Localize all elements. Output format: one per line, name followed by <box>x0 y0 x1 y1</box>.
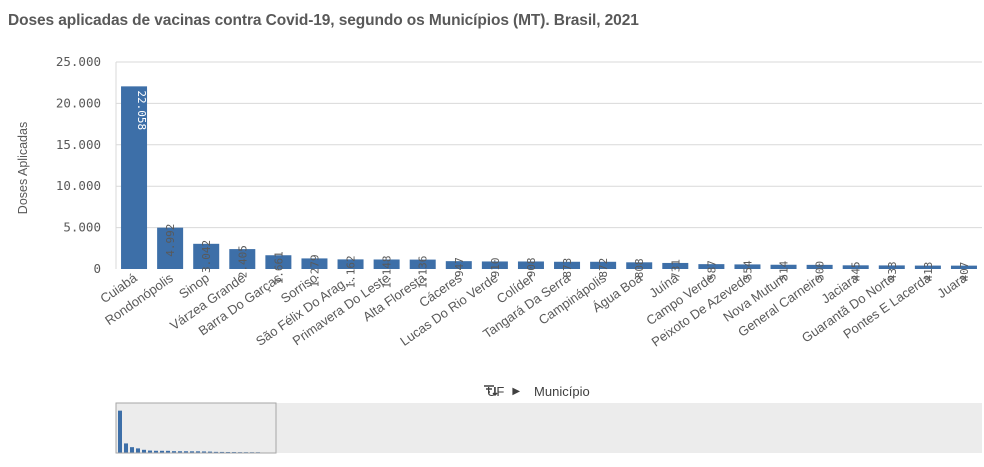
data-label: 731 <box>669 259 682 279</box>
navigator-bar <box>160 450 164 453</box>
drill-breadcrumb: UF ▶ Município <box>483 384 598 399</box>
bar[interactable] <box>914 265 941 269</box>
data-label: 908 <box>525 257 538 277</box>
navigator-bar <box>124 443 128 453</box>
data-label: 413 <box>922 262 935 282</box>
data-label: 1.136 <box>417 256 430 289</box>
bar[interactable] <box>590 261 617 269</box>
data-label: 1.148 <box>381 255 394 288</box>
navigator-bar <box>184 451 188 453</box>
data-label: 433 <box>886 261 899 281</box>
y-tick-label: 0 <box>93 261 101 276</box>
navigator-bar <box>202 451 206 453</box>
navigator-bar <box>166 450 170 453</box>
gridlines <box>115 61 982 269</box>
navigator-bar <box>118 410 122 453</box>
bar[interactable] <box>626 262 653 269</box>
navigator-bar <box>172 451 176 453</box>
bar[interactable] <box>806 264 833 269</box>
bar[interactable] <box>842 265 869 269</box>
bar[interactable] <box>373 259 400 269</box>
navigator-bar <box>220 451 224 453</box>
data-label: 910 <box>489 257 502 277</box>
data-label: 445 <box>850 261 863 281</box>
data-label: 873 <box>561 258 574 278</box>
navigator-bar <box>136 448 140 453</box>
drill-dimension-municipio[interactable]: Município <box>534 384 590 399</box>
data-label: 1.661 <box>272 251 285 284</box>
navigator-bar <box>130 447 134 453</box>
bar[interactable] <box>554 261 581 269</box>
y-tick-label: 25.000 <box>56 54 101 69</box>
play-arrow-icon: ▶ <box>512 386 521 397</box>
data-label: 1.162 <box>345 255 358 288</box>
bar[interactable] <box>229 249 256 269</box>
bar[interactable] <box>698 264 725 269</box>
y-axis-ticks: 0 5.000 10.000 15.000 20.000 25.000 <box>56 54 101 276</box>
bar[interactable] <box>481 261 508 269</box>
data-label: 947 <box>453 257 466 277</box>
chart-title: Doses aplicadas de vacinas contra Covid-… <box>8 12 639 29</box>
data-label: 808 <box>633 258 646 278</box>
bar[interactable] <box>734 264 761 269</box>
y-tick-label: 5.000 <box>63 220 101 235</box>
bar[interactable] <box>950 265 977 269</box>
y-axis-label: Doses Aplicadas <box>16 122 30 214</box>
navigator-bar <box>178 451 182 453</box>
data-label: 500 <box>814 261 827 281</box>
data-label: 4.992 <box>164 224 177 257</box>
navigator-bar <box>190 451 194 453</box>
bar[interactable] <box>121 86 148 269</box>
mini-chart-navigator[interactable] <box>115 402 982 454</box>
bar[interactable] <box>193 243 220 269</box>
y-tick-label: 10.000 <box>56 178 101 193</box>
data-label: 554 <box>741 260 754 280</box>
data-label: 587 <box>705 260 718 280</box>
navigator-bar <box>214 451 218 453</box>
data-label: 22.058 <box>135 90 148 130</box>
navigator-bar <box>208 451 212 453</box>
data-labels: 22.058 4.992 3.042 2.405 1.661 1.279 1.162 1.14… <box>135 90 971 288</box>
bar[interactable] <box>409 259 436 269</box>
data-label: 1.279 <box>308 254 321 287</box>
bar[interactable] <box>878 265 905 269</box>
bar[interactable] <box>301 258 328 269</box>
y-tick-label: 20.000 <box>56 95 101 110</box>
navigator-bar <box>196 451 200 453</box>
bar[interactable] <box>517 261 544 269</box>
bar[interactable] <box>445 261 472 269</box>
data-label: 872 <box>597 258 610 278</box>
bar-series <box>121 86 977 269</box>
bar[interactable] <box>662 262 689 269</box>
navigator-track[interactable] <box>116 403 982 453</box>
navigator-bar <box>154 450 158 453</box>
data-label: 514 <box>778 260 791 280</box>
data-label: 3.042 <box>200 240 213 273</box>
bar[interactable] <box>157 227 184 269</box>
bar[interactable] <box>770 264 797 269</box>
y-tick-label: 15.000 <box>56 137 101 152</box>
navigator-bar <box>142 449 146 453</box>
navigator-bar <box>148 450 152 453</box>
bar[interactable] <box>337 259 364 269</box>
data-label: 407 <box>958 262 971 282</box>
data-label: 2.405 <box>236 245 249 278</box>
bar[interactable] <box>265 255 292 269</box>
navigator-window[interactable] <box>115 402 277 454</box>
